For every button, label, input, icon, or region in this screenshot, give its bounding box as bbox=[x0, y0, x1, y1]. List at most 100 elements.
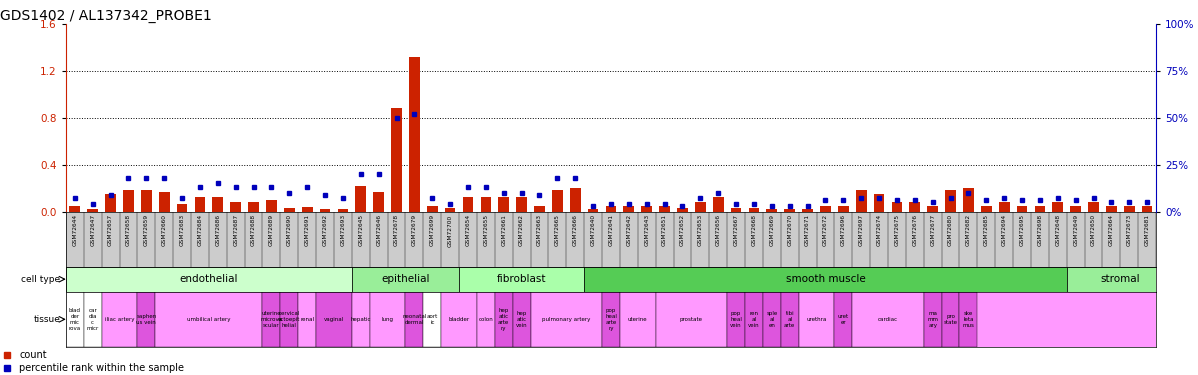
Text: hep
atic
arte
ry: hep atic arte ry bbox=[498, 308, 509, 330]
Bar bbox=[799, 292, 834, 347]
Text: GSM72689: GSM72689 bbox=[268, 214, 274, 246]
Text: GSM72660: GSM72660 bbox=[162, 214, 167, 246]
Text: GSM72652: GSM72652 bbox=[680, 214, 685, 246]
Bar bbox=[280, 292, 298, 347]
Text: GSM72646: GSM72646 bbox=[376, 214, 381, 246]
Bar bbox=[426, 206, 437, 212]
Bar bbox=[392, 108, 401, 211]
Bar bbox=[352, 267, 459, 292]
Text: GSM72668: GSM72668 bbox=[751, 214, 756, 246]
Bar bbox=[123, 190, 134, 211]
Text: GSM72654: GSM72654 bbox=[466, 214, 471, 246]
Text: GSM72649: GSM72649 bbox=[1073, 214, 1078, 246]
Text: GSM72688: GSM72688 bbox=[252, 214, 256, 246]
Bar bbox=[695, 202, 706, 211]
Bar bbox=[409, 57, 419, 211]
Bar bbox=[731, 208, 742, 212]
Text: GSM72664: GSM72664 bbox=[1109, 214, 1114, 246]
Bar bbox=[423, 292, 441, 347]
Bar bbox=[585, 267, 1066, 292]
Text: GSM72692: GSM72692 bbox=[322, 214, 327, 246]
Bar bbox=[781, 292, 799, 347]
Text: tissue: tissue bbox=[34, 315, 61, 324]
Text: GSM72682: GSM72682 bbox=[966, 214, 970, 246]
Text: GSM72643: GSM72643 bbox=[645, 214, 649, 246]
Bar bbox=[1142, 206, 1152, 212]
Text: GSM72699: GSM72699 bbox=[430, 214, 435, 246]
Text: GSM72666: GSM72666 bbox=[573, 214, 577, 246]
Text: renal: renal bbox=[301, 317, 314, 322]
Text: aort
ic: aort ic bbox=[426, 314, 438, 325]
Bar bbox=[999, 202, 1010, 211]
Text: urethra: urethra bbox=[806, 317, 827, 322]
Bar bbox=[745, 292, 763, 347]
Bar bbox=[785, 209, 795, 212]
Text: GSM72650: GSM72650 bbox=[1091, 214, 1096, 246]
Text: GSM72673: GSM72673 bbox=[1127, 214, 1132, 246]
Bar bbox=[606, 206, 616, 212]
Bar bbox=[159, 192, 170, 211]
Bar bbox=[316, 292, 352, 347]
Bar bbox=[338, 209, 349, 212]
Text: smooth muscle: smooth muscle bbox=[786, 274, 865, 284]
Text: GSM72685: GSM72685 bbox=[984, 214, 988, 246]
Bar bbox=[405, 292, 423, 347]
Text: uterine: uterine bbox=[628, 317, 648, 322]
Bar bbox=[603, 292, 619, 347]
Bar bbox=[834, 292, 852, 347]
Text: hep
atic
vein: hep atic vein bbox=[516, 311, 527, 328]
Bar bbox=[942, 292, 960, 347]
Bar bbox=[176, 204, 187, 212]
Text: pop
heal
arte
ry: pop heal arte ry bbox=[605, 308, 617, 330]
Bar bbox=[909, 202, 920, 211]
Bar bbox=[105, 194, 116, 211]
Text: GSM72648: GSM72648 bbox=[1055, 214, 1060, 246]
Bar bbox=[141, 190, 152, 211]
Text: ren
al
vein: ren al vein bbox=[748, 311, 760, 328]
Bar bbox=[248, 202, 259, 211]
Bar bbox=[370, 292, 405, 347]
Text: GSM72678: GSM72678 bbox=[394, 214, 399, 246]
Bar bbox=[320, 209, 331, 212]
Bar bbox=[960, 292, 978, 347]
Text: GSM72680: GSM72680 bbox=[948, 214, 954, 246]
Bar bbox=[102, 292, 138, 347]
Bar bbox=[821, 206, 830, 212]
Bar bbox=[1066, 267, 1174, 292]
Bar bbox=[298, 292, 316, 347]
Bar bbox=[619, 292, 655, 347]
Text: GSM72642: GSM72642 bbox=[627, 214, 631, 246]
Bar bbox=[1017, 206, 1028, 212]
Bar bbox=[69, 206, 80, 212]
Bar bbox=[803, 209, 813, 212]
Text: GSM72687: GSM72687 bbox=[234, 214, 238, 246]
Text: uterine
microva
scular: uterine microva scular bbox=[260, 311, 283, 328]
Bar bbox=[570, 188, 581, 211]
Bar bbox=[749, 208, 760, 212]
Text: GSM72657: GSM72657 bbox=[108, 214, 113, 246]
Bar bbox=[891, 202, 902, 211]
Bar bbox=[441, 292, 477, 347]
Bar bbox=[963, 188, 974, 211]
Bar bbox=[1052, 202, 1063, 211]
Bar bbox=[924, 292, 942, 347]
Text: fibroblast: fibroblast bbox=[497, 274, 546, 284]
Bar bbox=[641, 206, 652, 212]
Bar bbox=[981, 206, 992, 212]
Bar bbox=[927, 206, 938, 212]
Text: GSM72670: GSM72670 bbox=[787, 214, 792, 246]
Text: GSM72655: GSM72655 bbox=[483, 214, 489, 246]
Text: count: count bbox=[19, 350, 47, 360]
Text: GSM72671: GSM72671 bbox=[805, 214, 810, 246]
Bar bbox=[945, 190, 956, 211]
Text: GSM72641: GSM72641 bbox=[609, 214, 613, 246]
Text: GSM72669: GSM72669 bbox=[769, 214, 774, 246]
Text: pop
heal
vein: pop heal vein bbox=[730, 311, 742, 328]
Text: car
dia
c
micr: car dia c micr bbox=[86, 308, 98, 330]
Text: GSM72698: GSM72698 bbox=[1037, 214, 1042, 246]
Text: GSM72659: GSM72659 bbox=[144, 214, 149, 246]
Text: GSM72675: GSM72675 bbox=[895, 214, 900, 246]
Bar bbox=[513, 292, 531, 347]
Bar bbox=[1106, 206, 1117, 212]
Bar bbox=[138, 292, 156, 347]
